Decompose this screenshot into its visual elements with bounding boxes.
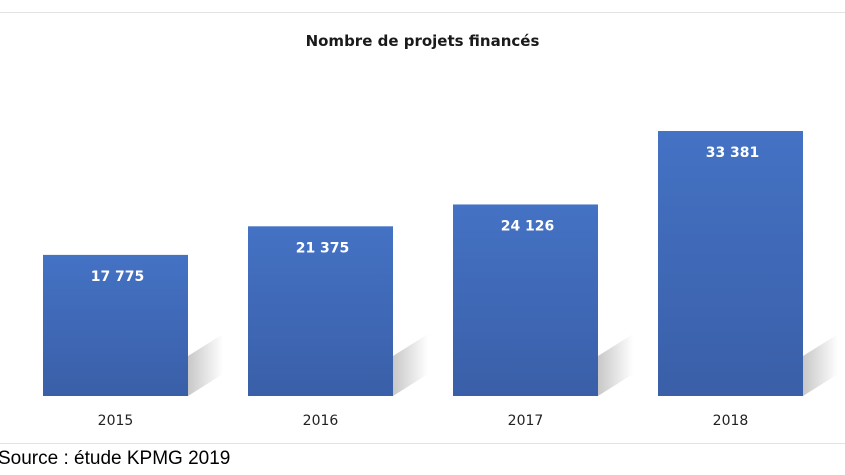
bar-value-label: 33 381 xyxy=(706,145,760,161)
bar-shadow xyxy=(393,334,428,396)
bar-value-label: 17 775 xyxy=(91,269,145,285)
bar-2017 xyxy=(453,204,598,396)
x-tick-label: 2017 xyxy=(508,413,544,429)
bar-value-label: 21 375 xyxy=(296,240,350,256)
bar-shadow xyxy=(598,334,633,396)
x-tick-label: 2015 xyxy=(98,413,134,429)
bar-2016 xyxy=(248,226,393,396)
source-note: Source : étude KPMG 2019 xyxy=(0,448,231,469)
bar-2018 xyxy=(658,131,803,396)
x-tick-label: 2016 xyxy=(303,413,339,429)
bar-shadow xyxy=(188,334,223,396)
bar-2015 xyxy=(43,254,188,396)
bar-value-label: 24 126 xyxy=(501,218,555,234)
x-tick-label: 2018 xyxy=(713,413,749,429)
bar-chart: 17 775 21 375 24 126 33 381 2015 2016 2017 201… xyxy=(43,131,838,429)
bar-shadow xyxy=(803,334,838,396)
chart-title: Nombre de projets financés xyxy=(305,32,540,50)
